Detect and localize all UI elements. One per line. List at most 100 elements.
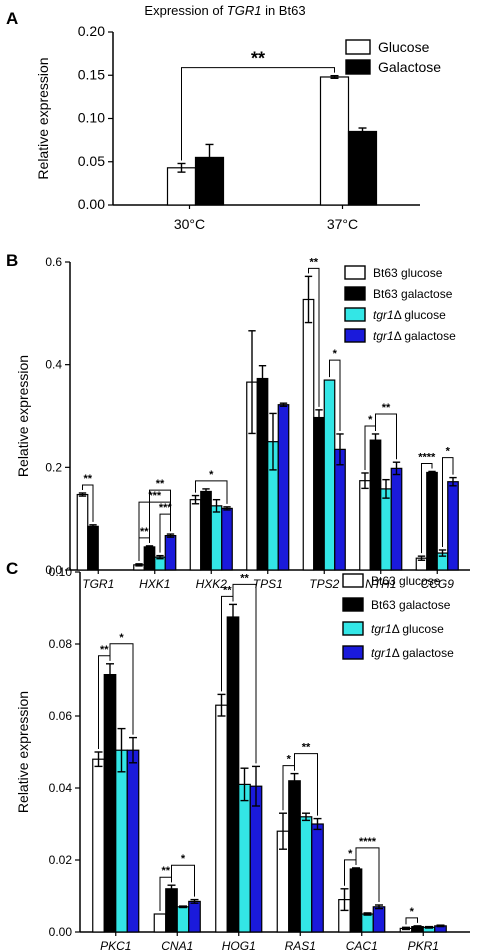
significance-label: **: [240, 572, 249, 584]
legend-label: tgr1Δ glucose: [373, 308, 446, 322]
significance-label: **: [100, 644, 109, 656]
x-category-label: PKR1: [408, 939, 439, 952]
bar: [426, 471, 438, 571]
bar: [277, 404, 290, 571]
bar: [447, 481, 459, 571]
legend-label: Bt63 galactose: [373, 287, 453, 301]
legend-label: Bt63 galactose: [371, 598, 451, 612]
significance-bracket: [149, 489, 171, 543]
legend-label: Bt63 glucose: [373, 266, 443, 280]
bar: [299, 816, 313, 933]
significance-bracket: [294, 753, 318, 816]
bar: [349, 868, 363, 933]
y-tick-label: 0.04: [49, 781, 73, 795]
legend-label: tgr1Δ galactose: [373, 329, 456, 343]
x-category-label: HXK1: [139, 577, 170, 591]
legend-label-part: tgr1: [373, 308, 394, 322]
significance-label: **: [309, 256, 318, 268]
x-category-label: NTH1: [365, 577, 396, 591]
significance-label: *: [333, 348, 338, 360]
significance-bracket: [405, 917, 418, 925]
bar: [103, 673, 117, 933]
bar: [143, 546, 156, 571]
bar: [115, 749, 128, 933]
significance-label: **: [382, 402, 391, 414]
panel-letter: C: [6, 559, 18, 578]
legend-swatch: [344, 328, 366, 343]
significance-label: *: [348, 848, 353, 860]
y-tick-label: 0.2: [45, 460, 62, 474]
y-tick-label: 0.0: [45, 563, 62, 577]
significance-label: *: [410, 906, 415, 918]
legend-label-part: tgr1: [371, 646, 392, 660]
significance-label: ***: [159, 502, 173, 514]
legend-label-part: tgr1: [371, 622, 392, 636]
significance-label: ***: [148, 490, 162, 502]
y-axis-label: Relative expression: [15, 691, 31, 813]
bar: [126, 749, 140, 933]
x-category-label: RAS1: [285, 939, 316, 952]
bar: [76, 493, 89, 571]
legend-label-part: tgr1: [373, 329, 394, 343]
bar: [238, 783, 251, 933]
x-category-label: CCG9: [421, 577, 455, 591]
legend-label-part: Δ galactose: [392, 646, 454, 660]
bar: [92, 758, 105, 933]
legend-swatch: [344, 307, 366, 322]
bar: [226, 616, 240, 933]
bar: [249, 785, 263, 933]
bar: [165, 888, 178, 933]
panel-letter: A: [6, 9, 18, 28]
x-category-label: 37°C: [327, 216, 358, 232]
legend-label: tgr1Δ glucose: [371, 622, 444, 636]
x-category-label: HOG1: [222, 939, 256, 952]
y-tick-label: 0.6: [45, 255, 62, 269]
significance-label: **: [223, 584, 232, 596]
y-tick-label: 0.02: [49, 853, 73, 867]
significance-label: *: [119, 632, 124, 644]
legend-swatch: [345, 39, 371, 55]
legend-swatch: [342, 621, 364, 636]
legend-swatch: [342, 597, 364, 612]
significance-label: **: [156, 478, 165, 490]
bar: [369, 439, 382, 571]
x-category-label: TGR1: [82, 577, 114, 591]
y-tick-label: 0.10: [78, 110, 105, 126]
significance-bracket: [355, 847, 380, 902]
bar: [153, 913, 167, 933]
significance-bracket: [421, 462, 433, 554]
y-tick-label: 0.15: [78, 66, 105, 82]
legend-swatch: [345, 59, 371, 75]
y-axis-label: Relative expression: [15, 355, 31, 477]
bar: [334, 448, 346, 571]
bar: [176, 906, 190, 933]
bar: [189, 499, 202, 571]
bar: [164, 535, 177, 571]
y-tick-label: 0.10: [49, 565, 73, 579]
y-tick-label: 0.00: [78, 196, 105, 212]
significance-label: *: [446, 446, 451, 458]
significance-label: ****: [359, 836, 377, 848]
x-category-label: CNA1: [161, 939, 193, 952]
legend-label: Bt63 glucose: [371, 574, 441, 588]
title-part: Expression of: [144, 3, 226, 18]
significance-bracket: [82, 484, 94, 522]
legend-swatch: [344, 286, 366, 301]
bar: [215, 704, 228, 933]
x-category-label: 30°C: [174, 216, 205, 232]
significance-label: *: [181, 853, 186, 865]
significance-label: ****: [418, 451, 436, 463]
y-tick-label: 0.20: [78, 23, 105, 39]
significance-bracket: [195, 480, 228, 504]
significance-label: **: [83, 473, 92, 485]
bar: [311, 823, 324, 933]
bar: [256, 377, 269, 571]
bar: [380, 488, 392, 571]
y-tick-label: 0.05: [78, 153, 105, 169]
significance-bracket: [329, 359, 341, 431]
y-tick-label: 0.4: [45, 358, 62, 372]
bar: [359, 480, 371, 571]
bar: [347, 130, 378, 206]
panel-c: C 0.00 0.02 0.04 0.06 0.08 0.10 Relative expres…: [6, 559, 470, 952]
